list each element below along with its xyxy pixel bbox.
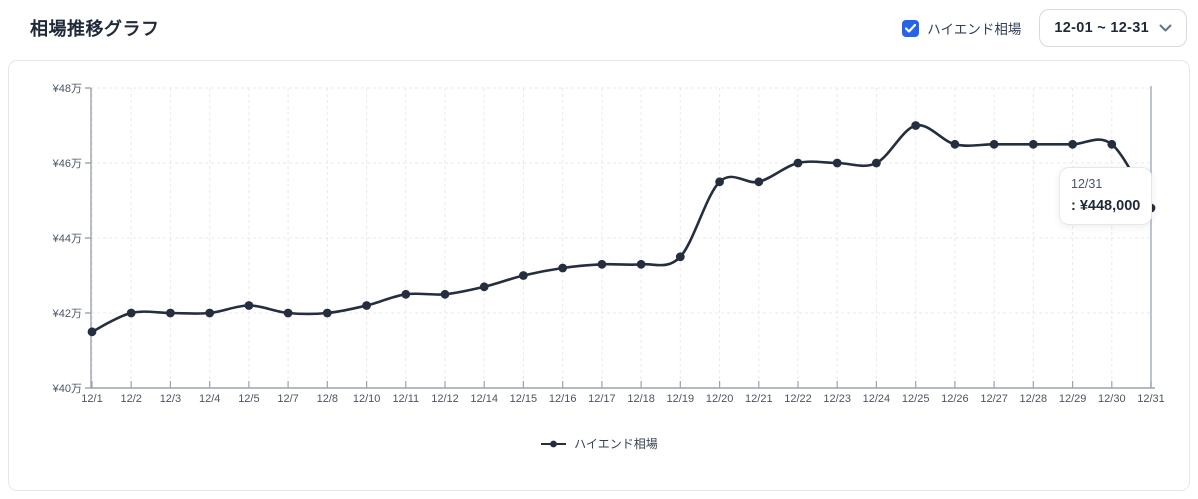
- highend-checkbox-label: ハイエンド相場: [927, 22, 1022, 37]
- x-tick-label: 12/18: [627, 393, 655, 405]
- data-point[interactable]: [519, 271, 528, 280]
- y-tick-label: ¥46万: [52, 158, 82, 170]
- x-tick-label: 12/25: [902, 393, 930, 405]
- x-tick-label: 12/20: [706, 393, 734, 405]
- x-tick-label: 12/19: [667, 393, 695, 405]
- data-point[interactable]: [244, 301, 254, 310]
- x-tick-label: 12/31: [1137, 393, 1165, 405]
- data-point[interactable]: [872, 158, 881, 168]
- check-icon: [905, 23, 917, 33]
- x-tick-label: 12/22: [784, 393, 812, 405]
- data-point[interactable]: [479, 282, 489, 292]
- x-tick-label: 12/14: [470, 393, 498, 405]
- chart-legend[interactable]: ハイエンド相場: [9, 435, 1189, 452]
- chart-controls: ハイエンド相場 12-01 ~ 12-31: [902, 9, 1187, 47]
- data-point[interactable]: [793, 158, 803, 168]
- x-tick-label: 12/11: [392, 393, 419, 405]
- x-tick-label: 12/23: [823, 393, 851, 405]
- x-tick-label: 12/3: [160, 393, 181, 405]
- data-point[interactable]: [166, 308, 175, 318]
- chart-header: 相場推移グラフ ハイエンド相場 12-01 ~ 12-31: [0, 0, 1198, 52]
- x-tick-label: 12/17: [588, 393, 616, 405]
- x-tick-label: 12/4: [199, 393, 220, 405]
- x-tick-label: 12/2: [120, 393, 141, 405]
- date-range-value: 12-01 ~ 12-31: [1054, 20, 1149, 36]
- x-tick-label: 12/27: [980, 393, 1008, 405]
- x-tick-label: 12/7: [277, 393, 298, 405]
- x-tick-label: 12/29: [1059, 393, 1087, 405]
- data-point[interactable]: [205, 308, 215, 318]
- data-point[interactable]: [1068, 139, 1077, 149]
- x-tick-label: 12/21: [745, 393, 773, 405]
- x-tick-label: 12/28: [1020, 393, 1048, 405]
- data-point[interactable]: [1028, 139, 1038, 149]
- x-tick-label: 12/26: [941, 393, 969, 405]
- x-tick-label: 12/12: [431, 393, 459, 405]
- y-tick-label: ¥48万: [52, 83, 82, 95]
- data-point[interactable]: [362, 301, 371, 310]
- series-line: [90, 123, 1153, 334]
- y-tick-label: ¥42万: [52, 308, 82, 320]
- chart-card: ¥40万 ¥42万 ¥44万 ¥46万 ¥48万 12/1 12/2 12/3 12/4 12/5…: [8, 60, 1190, 491]
- data-point[interactable]: [989, 139, 999, 149]
- y-tick-label: ¥44万: [52, 233, 82, 245]
- data-point[interactable]: [126, 308, 136, 318]
- x-tick-label: 12/15: [510, 393, 538, 405]
- x-tick-label: 12/1: [81, 393, 102, 405]
- y-tick-label: ¥40万: [52, 383, 82, 395]
- data-point[interactable]: [440, 289, 450, 299]
- legend-line-marker-icon: [541, 440, 567, 447]
- price-trend-chart[interactable]: ¥40万 ¥42万 ¥44万 ¥46万 ¥48万 12/1 12/2 12/3 12/4 12/5…: [9, 61, 1191, 492]
- legend-label: ハイエンド相場: [574, 437, 658, 451]
- highend-checkbox-wrap[interactable]: ハイエンド相場: [902, 18, 1021, 38]
- x-tick-label: 12/30: [1098, 393, 1126, 405]
- data-point[interactable]: [911, 121, 921, 130]
- date-range-dropdown[interactable]: 12-01 ~ 12-31: [1039, 9, 1187, 47]
- data-point[interactable]: [675, 252, 685, 262]
- data-point[interactable]: [715, 177, 724, 187]
- data-point[interactable]: [832, 158, 842, 168]
- data-point[interactable]: [597, 259, 607, 269]
- data-point[interactable]: [636, 259, 646, 269]
- highend-checkbox[interactable]: [902, 19, 920, 37]
- data-point[interactable]: [950, 139, 960, 149]
- data-point[interactable]: [322, 308, 332, 318]
- data-point[interactable]: [754, 177, 764, 187]
- x-tick-label: 12/5: [238, 393, 259, 405]
- x-tick-label: 12/10: [353, 393, 381, 405]
- chevron-down-icon: [1159, 24, 1172, 32]
- x-tick-label: 12/16: [549, 393, 577, 405]
- data-point[interactable]: [401, 289, 411, 299]
- data-point[interactable]: [283, 308, 293, 318]
- page-title: 相場推移グラフ: [30, 19, 160, 39]
- x-tick-label: 12/8: [317, 393, 338, 405]
- data-point[interactable]: [87, 327, 97, 337]
- data-point[interactable]: [1107, 139, 1117, 149]
- data-point[interactable]: [1146, 203, 1156, 213]
- data-point[interactable]: [558, 263, 568, 273]
- x-tick-label: 12/24: [863, 393, 891, 405]
